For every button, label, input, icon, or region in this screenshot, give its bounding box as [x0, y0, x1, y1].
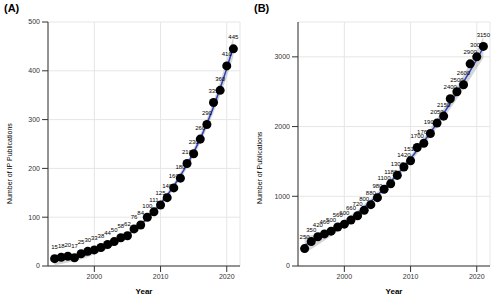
svg-text:880: 880: [366, 190, 377, 196]
svg-text:420: 420: [312, 222, 323, 229]
svg-text:Year: Year: [136, 287, 153, 296]
svg-text:200: 200: [28, 165, 40, 172]
svg-text:2020: 2020: [219, 273, 235, 280]
html-text:30 33: 30 33: [84, 235, 98, 243]
svg-text:210: 210: [182, 149, 193, 155]
svg-text:Number of Publications: Number of Publications: [256, 131, 263, 204]
svg-text:300: 300: [28, 116, 40, 123]
svg-text:445: 445: [228, 34, 239, 40]
svg-text:360: 360: [215, 76, 226, 82]
svg-text:1100: 1100: [378, 175, 392, 181]
svg-text:2000: 2000: [337, 273, 353, 280]
svg-text:600: 600: [339, 209, 350, 216]
svg-text:2000: 2000: [87, 273, 103, 280]
svg-text:50: 50: [110, 227, 118, 234]
svg-text:2400: 2400: [444, 84, 458, 90]
svg-text:3150: 3150: [477, 32, 491, 38]
svg-text:410: 410: [222, 51, 233, 57]
svg-text:2500: 2500: [450, 77, 464, 83]
svg-text:2050: 2050: [430, 109, 444, 115]
svg-text:1000: 1000: [274, 193, 290, 200]
svg-text:1420: 1420: [397, 152, 411, 158]
svg-text:2900: 2900: [463, 49, 477, 55]
svg-text:160: 160: [169, 173, 180, 179]
svg-text:980: 980: [372, 183, 383, 189]
svg-text:Number of IP Publications: Number of IP Publications: [8, 123, 13, 204]
svg-text:2000: 2000: [274, 123, 290, 130]
svg-text:25: 25: [77, 239, 85, 246]
svg-text:2020: 2020: [469, 273, 485, 280]
svg-text:560: 560: [332, 212, 343, 219]
svg-text:0: 0: [286, 262, 290, 269]
html-text:18 20: 18 20: [57, 241, 72, 249]
svg-text:17: 17: [71, 243, 78, 250]
svg-text:3000: 3000: [274, 53, 290, 60]
svg-text:250: 250: [300, 234, 311, 240]
svg-text:2010: 2010: [153, 273, 169, 280]
svg-text:100: 100: [142, 203, 153, 209]
svg-text:62: 62: [124, 221, 131, 227]
html-text:(A): (A): [4, 2, 20, 14]
svg-text:335: 335: [209, 88, 220, 94]
svg-text:660: 660: [346, 205, 356, 212]
svg-text:1700: 1700: [410, 133, 424, 139]
svg-text:140: 140: [162, 183, 173, 189]
svg-text:Year: Year: [386, 287, 403, 296]
svg-text:76: 76: [130, 214, 138, 221]
svg-text:2010: 2010: [403, 273, 419, 280]
svg-text:58: 58: [117, 223, 125, 230]
svg-text:125: 125: [156, 190, 167, 196]
html-text:(B): (B): [254, 2, 270, 14]
svg-text:1510: 1510: [404, 146, 418, 152]
svg-text:44: 44: [104, 230, 111, 236]
svg-text:84: 84: [137, 210, 144, 216]
svg-text:1180: 1180: [384, 169, 398, 175]
svg-text:260: 260: [195, 125, 206, 131]
svg-text:2600: 2600: [457, 70, 471, 76]
svg-text:400: 400: [28, 67, 40, 74]
svg-text:0: 0: [36, 262, 40, 269]
svg-text:290: 290: [202, 110, 213, 116]
svg-text:15: 15: [51, 244, 58, 251]
svg-text:1300: 1300: [391, 161, 405, 167]
svg-text:720: 720: [353, 201, 364, 207]
svg-text:1760: 1760: [417, 129, 431, 135]
svg-text:100: 100: [28, 214, 40, 221]
svg-text:3000: 3000: [470, 42, 484, 48]
svg-text:230: 230: [189, 139, 200, 145]
svg-text:111: 111: [149, 197, 159, 203]
svg-text:2150: 2150: [437, 102, 451, 108]
svg-text:350: 350: [306, 227, 317, 234]
svg-text:38: 38: [97, 232, 105, 239]
svg-text:460: 460: [319, 219, 330, 226]
svg-text:1900: 1900: [424, 119, 438, 125]
svg-text:800: 800: [359, 196, 370, 202]
svg-text:500: 500: [326, 216, 337, 223]
svg-text:500: 500: [28, 18, 40, 25]
svg-text:180: 180: [175, 164, 186, 170]
